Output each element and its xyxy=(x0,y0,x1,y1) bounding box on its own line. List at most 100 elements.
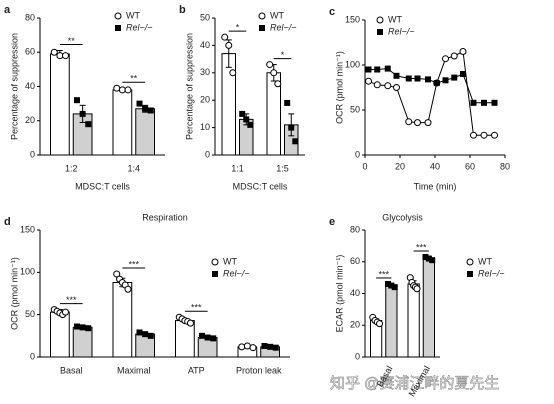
data-point xyxy=(272,344,279,351)
y-axis-label: Percentage of suppression xyxy=(9,33,19,140)
panel-letter: b xyxy=(179,4,186,16)
data-point xyxy=(199,332,205,339)
bar xyxy=(407,283,420,358)
legend-label: WT xyxy=(478,256,492,266)
line-marker xyxy=(393,84,400,91)
y-tick-label: 0 xyxy=(355,149,360,159)
data-point xyxy=(429,257,436,264)
data-point xyxy=(249,344,257,352)
x-tick-label: 1:1 xyxy=(231,163,244,173)
data-point xyxy=(267,343,274,350)
y-axis-label: ECAR (pmol min⁻¹) xyxy=(334,255,344,333)
panel-letter: a xyxy=(4,4,11,16)
legend-marker xyxy=(114,12,122,20)
data-point xyxy=(266,61,274,69)
line-marker xyxy=(491,131,498,139)
sig-label: ** xyxy=(130,74,138,84)
y-tick-label: 100 xyxy=(20,267,35,277)
y-tick-label: 20 xyxy=(200,95,210,105)
legend-label: WT xyxy=(126,10,140,20)
x-tick-label: 1:5 xyxy=(276,163,289,173)
sig-label: * xyxy=(281,50,285,60)
data-point xyxy=(147,107,154,114)
legend-label: Rel−/− xyxy=(223,268,250,278)
x-tick-label: Proton leak xyxy=(236,365,282,375)
legend-marker xyxy=(377,29,383,35)
y-tick-label: 50 xyxy=(350,104,360,114)
bar xyxy=(422,258,435,358)
y-tick-label: 50 xyxy=(25,309,35,319)
legend-label: Rel−/− xyxy=(126,22,153,32)
data-point xyxy=(62,308,69,316)
data-point xyxy=(288,124,295,131)
line-marker xyxy=(405,75,412,82)
data-point xyxy=(422,253,429,260)
legend-marker xyxy=(258,12,266,20)
bar xyxy=(135,108,155,156)
data-point xyxy=(413,285,421,293)
data-point xyxy=(243,116,250,123)
y-tick-label: 80 xyxy=(350,224,360,234)
data-point xyxy=(388,282,395,289)
line-marker xyxy=(451,74,458,81)
x-tick-label: 40 xyxy=(430,161,440,171)
legend-marker xyxy=(259,25,265,31)
panel-letter: d xyxy=(4,216,11,228)
y-tick-label: 60 xyxy=(25,47,35,57)
legend-marker xyxy=(211,258,219,266)
y-tick-label: 0 xyxy=(355,351,360,361)
bar xyxy=(72,326,93,358)
data-point xyxy=(261,342,268,349)
chart-title: Glycolysis xyxy=(382,212,423,222)
y-axis-label: OCR (pmol min⁻¹) xyxy=(334,51,344,124)
x-tick-label: 80 xyxy=(500,161,510,171)
sig-label: * xyxy=(236,23,240,33)
line-marker xyxy=(373,81,381,89)
y-tick-label: 30 xyxy=(200,67,210,77)
panel-letter: c xyxy=(329,6,335,18)
y-tick-label: 40 xyxy=(200,40,210,50)
data-point xyxy=(243,342,251,350)
series-line xyxy=(368,50,495,136)
y-axis-label: OCR (pmol min⁻¹) xyxy=(9,257,19,330)
legend-marker xyxy=(467,271,473,277)
line-marker xyxy=(365,66,372,73)
y-tick-label: 0 xyxy=(30,351,35,361)
sig-label: *** xyxy=(66,295,77,305)
line-marker xyxy=(365,77,372,85)
sig-label: *** xyxy=(128,259,139,269)
data-point xyxy=(292,138,299,145)
data-point xyxy=(210,335,217,342)
y-tick-label: 40 xyxy=(350,288,360,298)
data-point xyxy=(79,110,86,117)
legend-label: WT xyxy=(223,256,237,266)
data-point xyxy=(225,41,233,49)
bar xyxy=(50,311,70,358)
line-marker xyxy=(470,131,477,139)
data-point xyxy=(221,33,229,41)
bar xyxy=(50,53,70,156)
line-marker xyxy=(393,72,400,79)
data-point xyxy=(229,69,237,77)
data-point xyxy=(62,52,69,60)
data-point xyxy=(284,99,291,106)
data-point xyxy=(113,84,121,92)
data-point xyxy=(274,80,282,88)
line-marker xyxy=(442,77,449,84)
legend-marker xyxy=(115,25,121,31)
data-point xyxy=(136,329,143,336)
data-point xyxy=(385,280,391,287)
y-tick-label: 80 xyxy=(25,12,35,22)
data-point xyxy=(142,331,149,338)
watermark: 知乎 @赛浦江畔的夏先生 xyxy=(330,375,499,392)
line-marker xyxy=(425,76,431,83)
line-marker xyxy=(480,131,488,139)
data-point xyxy=(124,285,132,293)
line-marker xyxy=(414,75,421,82)
legend-marker xyxy=(466,258,474,266)
y-tick-label: 0 xyxy=(205,149,210,159)
data-point xyxy=(187,319,194,327)
x-tick-label: ATP xyxy=(188,365,205,375)
x-tick-label: Maximal xyxy=(117,365,151,375)
line-marker xyxy=(460,71,466,77)
